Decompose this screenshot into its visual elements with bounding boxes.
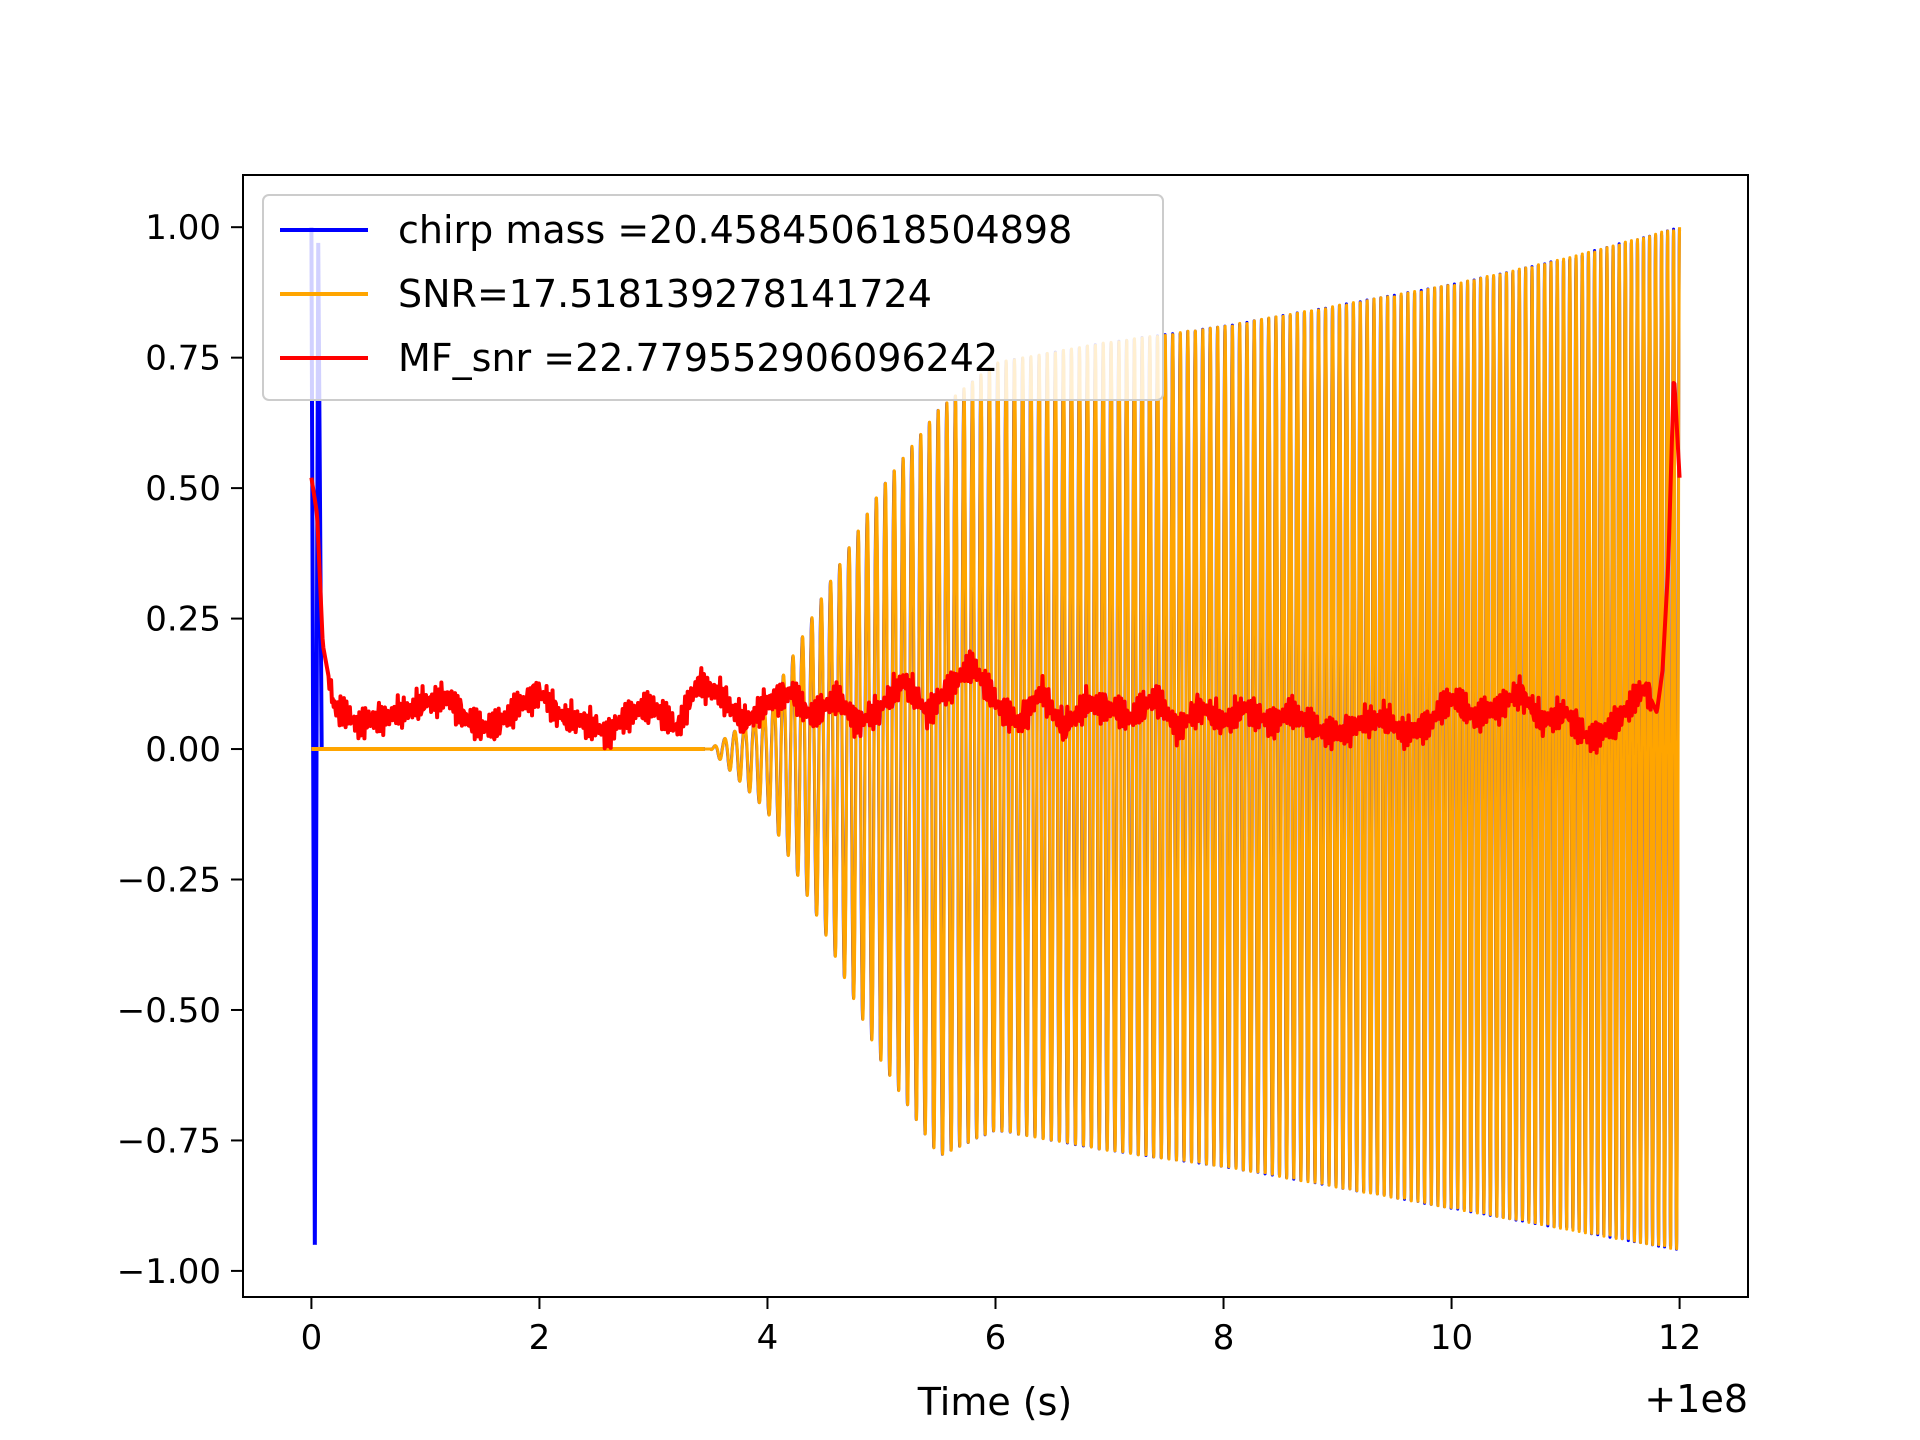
y-tick-label: −0.25 [117, 861, 221, 901]
series-3 [309, 380, 1682, 755]
x-tick-label: 10 [1430, 1318, 1473, 1358]
legend-box [262, 194, 1164, 401]
x-axis-offset-label: +1e8 [1644, 1377, 1748, 1421]
x-tick-label: 12 [1658, 1318, 1701, 1358]
y-axis-ticks: 1.00 0.75 0.50 0.25 0.00 −0.25 −0.50 −0.75 −1.00 [117, 208, 243, 1292]
legend-label: SNR=17.518139278141724 [398, 272, 932, 316]
y-tick-label: −0.50 [117, 991, 221, 1031]
x-tick-label: 0 [301, 1318, 323, 1358]
legend-label: MF_snr =22.779552906096242 [398, 336, 998, 380]
legend-label: chirp mass =20.458450618504898 [398, 208, 1072, 252]
x-axis-ticks: 0 2 4 6 8 10 12 [301, 1297, 1701, 1358]
y-tick-label: 0.25 [145, 600, 221, 640]
series-2 [311, 227, 1682, 1251]
legend: chirp mass =20.458450618504898 SNR=17.518… [262, 194, 1164, 401]
x-axis-label: Time (s) [917, 1380, 1073, 1424]
y-tick-label: −1.00 [117, 1252, 221, 1292]
x-tick-label: 6 [985, 1318, 1007, 1358]
y-tick-label: 1.00 [145, 208, 221, 248]
series-line [309, 380, 1682, 755]
y-tick-label: −0.75 [117, 1121, 221, 1161]
x-tick-label: 2 [529, 1318, 551, 1358]
series-line [703, 227, 1682, 1251]
x-tick-label: 8 [1213, 1318, 1235, 1358]
y-tick-label: 0.00 [145, 730, 221, 770]
y-tick-label: 0.75 [145, 339, 221, 379]
series-spike [309, 227, 324, 1245]
x-tick-label: 4 [757, 1318, 779, 1358]
y-tick-label: 0.50 [145, 469, 221, 509]
series-layer [309, 227, 1682, 1251]
